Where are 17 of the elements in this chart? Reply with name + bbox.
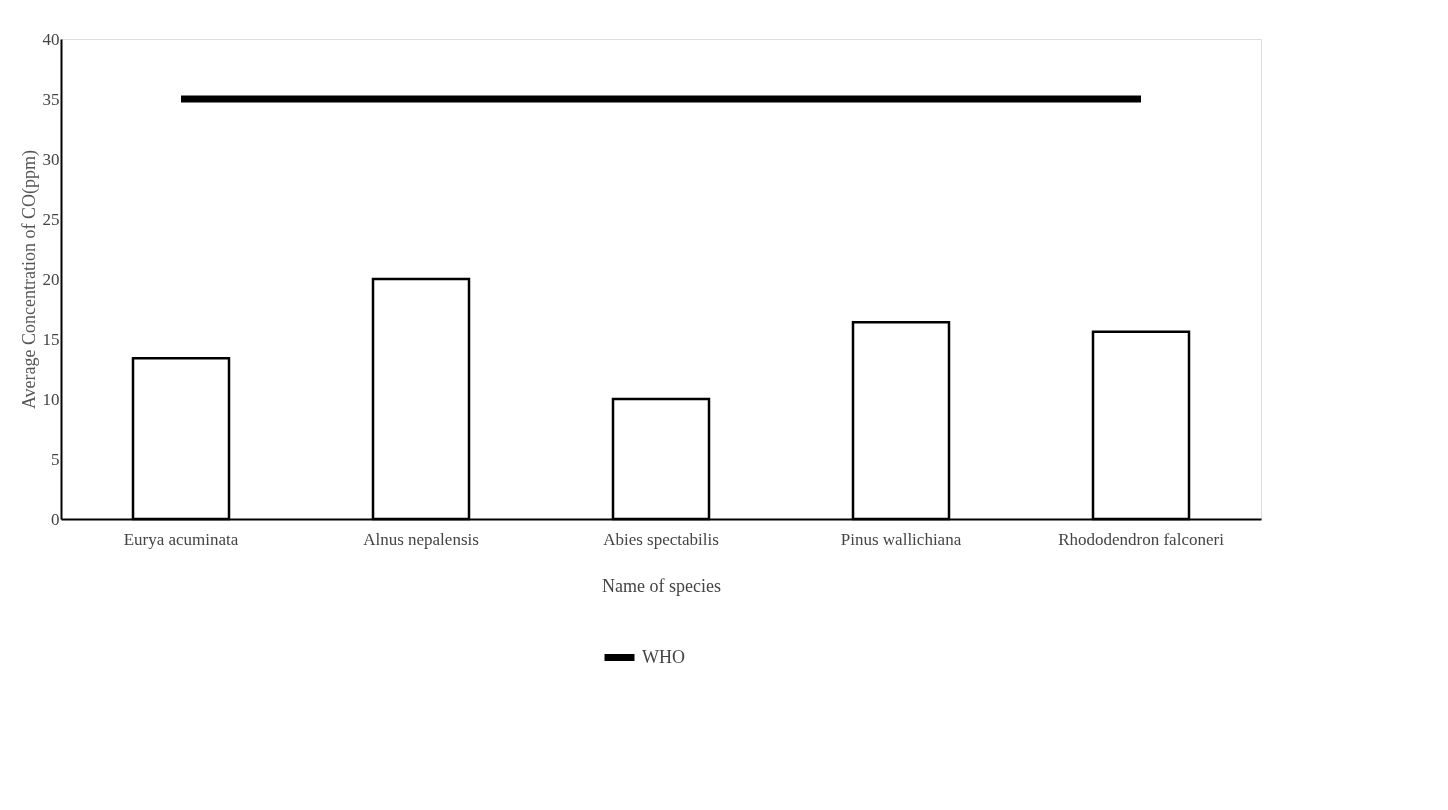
y-tick-label: 15 — [42, 329, 60, 349]
x-tick-label: Eurya acuminata — [123, 529, 239, 549]
y-axis-title: Average Concentration of CO(ppm) — [18, 149, 40, 410]
legend-label: WHO — [642, 646, 685, 667]
y-tick-label: 0 — [51, 509, 60, 529]
y-tick-label: 20 — [42, 269, 60, 289]
y-tick-label: 10 — [42, 389, 60, 409]
y-tick-label: 30 — [42, 149, 60, 169]
y-tick-label: 25 — [42, 209, 60, 229]
y-tick-label: 5 — [51, 449, 60, 469]
x-tick-label: Alnus nepalensis — [363, 529, 479, 549]
x-tick-label: Abies spectabilis — [603, 529, 719, 549]
x-tick-label: Rhododendron falconeri — [1058, 529, 1225, 549]
y-tick-label: 40 — [42, 29, 60, 49]
x-tick-label: Pinus wallichiana — [840, 529, 962, 549]
x-axis-title: Name of species — [602, 575, 721, 596]
y-tick-label: 35 — [42, 89, 60, 109]
